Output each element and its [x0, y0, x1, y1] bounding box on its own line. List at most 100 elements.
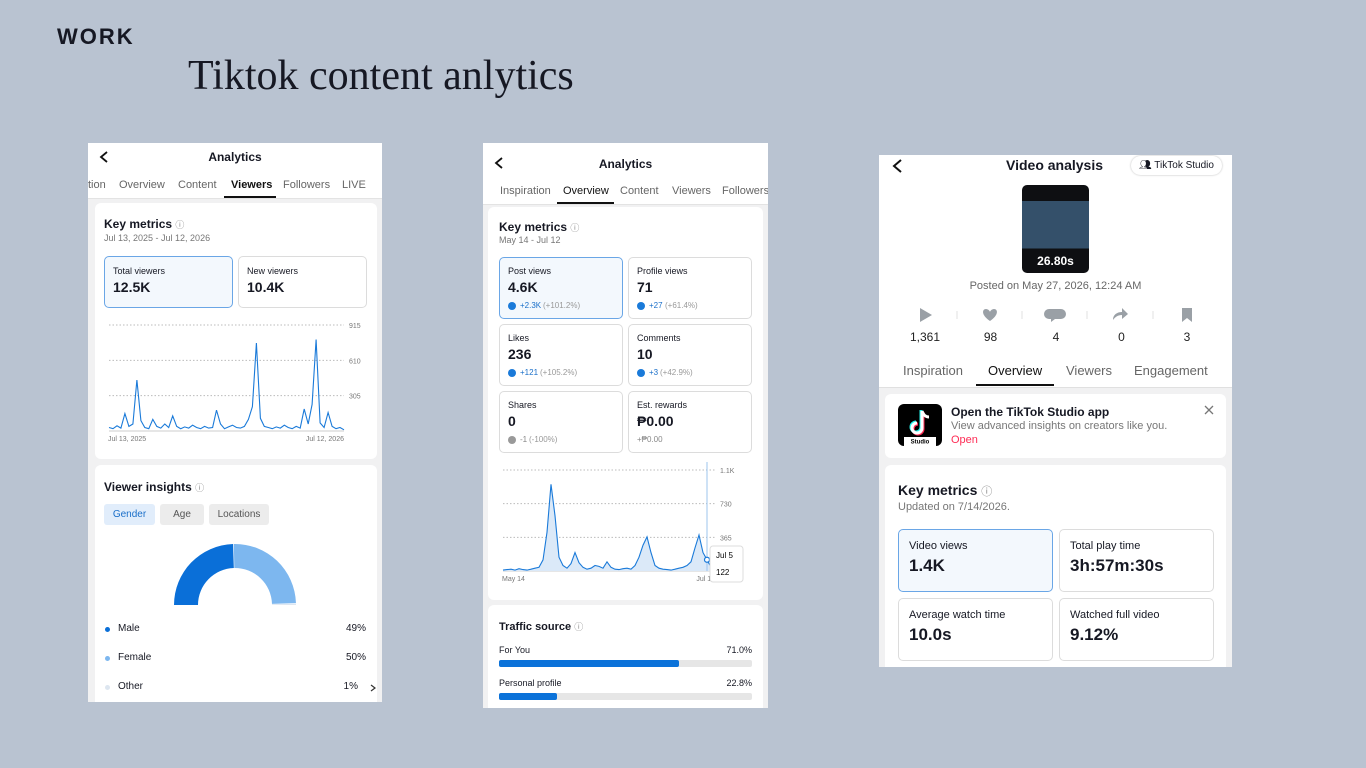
- trend-icon: [637, 302, 645, 310]
- metric-label: Comments: [637, 333, 681, 343]
- chevron[interactable]: [369, 683, 377, 693]
- tab[interactable]: Followers: [722, 185, 768, 197]
- metric-delta: +3: [649, 368, 659, 377]
- title-text: Key metrics: [898, 482, 978, 498]
- tooltip-value: 122: [716, 568, 730, 577]
- tab[interactable]: Overview: [563, 185, 609, 197]
- line: [108, 339, 345, 431]
- banner-link[interactable]: Open: [951, 434, 978, 446]
- metric-card[interactable]: Watched full video 9.12%: [1059, 598, 1214, 661]
- views-chart: 365 730 1.1K May 14 Jul 12 Jul 5 122: [502, 462, 744, 583]
- viewers-screen: Analytics tion Overview Content Viewers …: [88, 143, 382, 702]
- section-title: Traffic source ⓘ: [499, 620, 583, 633]
- video-thumbnail[interactable]: 26.80s: [1022, 185, 1089, 273]
- overview-screen: Analytics Inspiration Overview Content V…: [483, 143, 768, 708]
- metric-value: 12.5K: [113, 279, 151, 295]
- back-button[interactable]: [493, 156, 505, 170]
- metric-value: 9.12%: [1070, 625, 1119, 644]
- source-value: 71.0%: [726, 645, 752, 655]
- metric-card[interactable]: Post views 4.6K +2.3K (+101.2%): [499, 257, 623, 319]
- metric-label: Likes: [508, 333, 530, 343]
- metric-card[interactable]: Total viewers 12.5K: [104, 256, 233, 308]
- y-tick-label: 305: [349, 394, 361, 401]
- legend-label: Female: [118, 652, 152, 663]
- tab[interactable]: Viewers: [231, 179, 273, 191]
- metric-card[interactable]: Likes 236 +121 (+105.2%): [499, 324, 623, 386]
- icon-label: Studio: [911, 440, 930, 446]
- back-button[interactable]: [98, 150, 110, 164]
- y-tick-label: 730: [720, 502, 732, 509]
- filter-chip[interactable]: Age: [160, 504, 204, 525]
- tab[interactable]: Inspiration: [903, 363, 963, 378]
- nav-title: Analytics: [598, 157, 653, 171]
- metric-value: 0: [508, 413, 516, 429]
- metric-value: 3h:57m:30s: [1070, 556, 1164, 575]
- y-tick-label: 365: [720, 535, 732, 542]
- info-icon[interactable]: ⓘ: [574, 622, 584, 632]
- tab[interactable]: Engagement: [1134, 363, 1208, 378]
- info-icon[interactable]: ⓘ: [570, 223, 580, 233]
- date-range: May 14 - Jul 12: [499, 235, 561, 245]
- stat-value: 0: [1118, 330, 1125, 344]
- info-icon[interactable]: ⓘ: [195, 483, 205, 493]
- title-text: Viewer insights: [104, 480, 192, 494]
- trend-icon: [508, 302, 516, 310]
- source-value: 22.8%: [726, 678, 752, 688]
- tab[interactable]: Followers: [283, 179, 331, 191]
- metric-value: ₱0.00: [637, 413, 674, 429]
- metric-card[interactable]: Shares 0 -1 (-100%): [499, 391, 623, 453]
- studio-button[interactable]: 👥︎ TikTok Studio: [1131, 156, 1222, 175]
- close-button[interactable]: [1204, 405, 1214, 415]
- metric-card[interactable]: Total play time 3h:57m:30s: [1059, 529, 1214, 592]
- button-text: TikTok Studio: [1154, 160, 1214, 171]
- metric-label: Watched full video: [1070, 609, 1160, 621]
- metric-card[interactable]: Comments 10 +3 (+42.9%): [628, 324, 752, 386]
- tab-underline: [224, 196, 276, 198]
- tab[interactable]: Viewers: [672, 185, 711, 197]
- metric-label: Average watch time: [909, 609, 1006, 621]
- metric-card[interactable]: Profile views 71 +27 (+61.4%): [628, 257, 752, 319]
- metric-label: New viewers: [247, 266, 299, 276]
- back-button[interactable]: [891, 158, 905, 174]
- metric-label: Est. rewards: [637, 400, 688, 410]
- source-label: Personal profile: [499, 678, 562, 688]
- trend-icon: [508, 369, 516, 377]
- metric-card[interactable]: New viewers 10.4K: [238, 256, 367, 308]
- metric-card[interactable]: Average watch time 10.0s: [898, 598, 1053, 661]
- donut-segment: [233, 544, 296, 604]
- updated-date: Updated on 7/14/2026.: [898, 501, 1010, 513]
- tab[interactable]: Overview: [119, 179, 165, 191]
- info-icon[interactable]: ⓘ: [981, 486, 993, 498]
- metric-value: 236: [508, 346, 532, 362]
- legend-dot: [105, 685, 110, 690]
- tab[interactable]: LIVE: [342, 179, 366, 191]
- tab[interactable]: Content: [620, 185, 659, 197]
- tab[interactable]: Content: [178, 179, 217, 191]
- x-tick-label: Jul 12, 2026: [306, 436, 344, 443]
- title-text: Traffic source: [499, 621, 572, 633]
- tab[interactable]: tion: [88, 179, 106, 191]
- metric-card[interactable]: Est. rewards ₱0.00 +₱0.00: [628, 391, 752, 453]
- section-title: Key metrics ⓘ: [499, 220, 579, 234]
- metric-card[interactable]: Video views 1.4K: [898, 529, 1053, 592]
- tab[interactable]: Viewers: [1066, 363, 1113, 378]
- line-area: [503, 484, 715, 571]
- filter-chip[interactable]: Locations: [209, 504, 269, 525]
- banner-title: Open the TikTok Studio app: [951, 405, 1110, 419]
- date-range: Jul 13, 2025 - Jul 12, 2026: [104, 233, 211, 243]
- metric-value: 1.4K: [909, 556, 945, 575]
- legend-value: 1%: [343, 681, 358, 692]
- metric-delta-pct: (+105.2%): [540, 368, 578, 377]
- key-metrics-card: [95, 203, 377, 459]
- stat-value: 4: [1052, 330, 1060, 344]
- tab[interactable]: Inspiration: [500, 185, 551, 197]
- traffic-card: [488, 605, 763, 708]
- tab-underline: [976, 384, 1054, 386]
- filter-chip[interactable]: Gender: [104, 504, 155, 525]
- metric-label: Video views: [909, 540, 968, 552]
- viewers-chart: 305 610 915 Jul 13, 2025 Jul 12, 2026: [108, 323, 361, 443]
- tab[interactable]: Overview: [988, 363, 1043, 378]
- info-icon[interactable]: ⓘ: [175, 220, 185, 230]
- legend-dot: [105, 627, 110, 632]
